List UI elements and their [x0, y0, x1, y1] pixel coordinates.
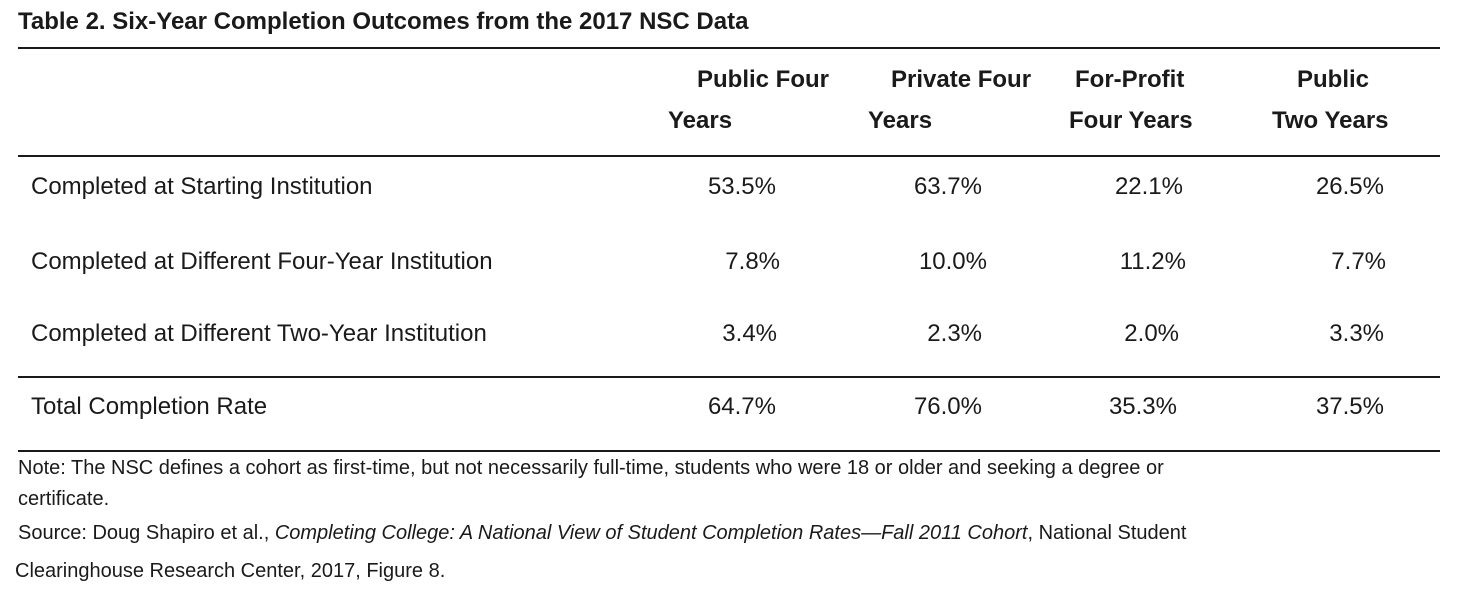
table-cell: 35.3% — [1108, 393, 1177, 420]
row-label-different-four-year: Completed at Different Four-Year Institu… — [31, 248, 493, 275]
bottom-rule — [18, 450, 1440, 452]
column-header-line: For-Profit — [1075, 66, 1185, 93]
row-label-total-completion-rate: Total Completion Rate — [31, 393, 268, 420]
column-header-public-two-years: Public Two Years — [1272, 59, 1389, 141]
header-rule — [18, 155, 1440, 157]
source-line: Clearinghouse Research Center, 2017, Fig… — [15, 560, 446, 582]
source-prefix: Source: Doug Shapiro et al., — [18, 522, 275, 544]
table-cell: 64.7% — [707, 393, 776, 420]
note-line: Note: The NSC defines a cohort as first-… — [18, 457, 1164, 479]
source-suffix: , National Student — [1027, 522, 1187, 544]
table-cell: 26.5% — [1315, 173, 1384, 200]
column-header-line: Two Years — [1272, 107, 1389, 134]
table-cell: 11.2% — [1119, 248, 1186, 275]
table-cell: 37.5% — [1315, 393, 1384, 420]
column-header-for-profit-four-years: For-Profit Four Years — [1069, 59, 1193, 141]
table-cell: 2.3% — [927, 320, 982, 347]
row-label-starting-institution: Completed at Starting Institution — [31, 173, 373, 200]
source-line: Source: Doug Shapiro et al., Completing … — [18, 522, 1186, 545]
top-rule — [18, 47, 1440, 49]
column-header-line: Four Years — [1069, 107, 1193, 134]
column-header-line: Public — [1297, 66, 1370, 93]
note-line: certificate. — [18, 488, 110, 510]
column-header-line: Years — [868, 107, 933, 134]
table-cell: 53.5% — [707, 173, 776, 200]
column-header-line: Years — [668, 107, 733, 134]
column-header-private-four-years: Private Four Years — [868, 59, 1031, 141]
column-header-line: Private Four — [891, 66, 1032, 93]
column-header-line: Public Four — [697, 66, 829, 93]
table-cell: 10.0% — [918, 248, 987, 275]
table-cell: 7.7% — [1331, 248, 1386, 275]
table-cell: 2.0% — [1124, 320, 1179, 347]
table-cell: 63.7% — [913, 173, 982, 200]
table-cell: 3.3% — [1329, 320, 1384, 347]
table-cell: 7.8% — [725, 248, 780, 275]
table-cell: 76.0% — [913, 393, 982, 420]
source-title: Completing College: A National View of S… — [274, 522, 1028, 544]
table-cell: 3.4% — [722, 320, 777, 347]
table-title: Table 2. Six-Year Completion Outcomes fr… — [18, 8, 749, 35]
table-cell: 22.1% — [1114, 173, 1183, 200]
row-label-different-two-year: Completed at Different Two-Year Institut… — [31, 320, 487, 347]
total-rule — [18, 376, 1440, 378]
column-header-public-four-years: Public Four Years — [668, 59, 829, 141]
